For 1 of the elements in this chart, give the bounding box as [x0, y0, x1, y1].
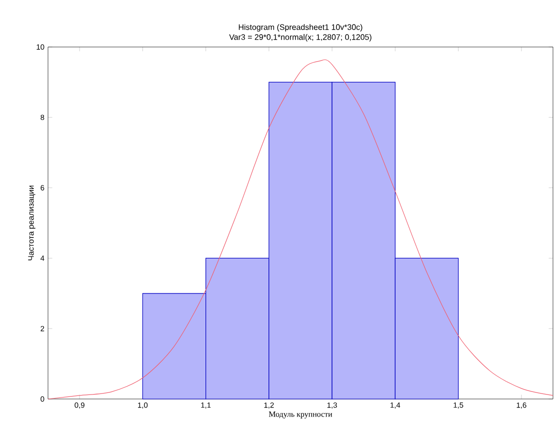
line-series — [48, 60, 554, 400]
